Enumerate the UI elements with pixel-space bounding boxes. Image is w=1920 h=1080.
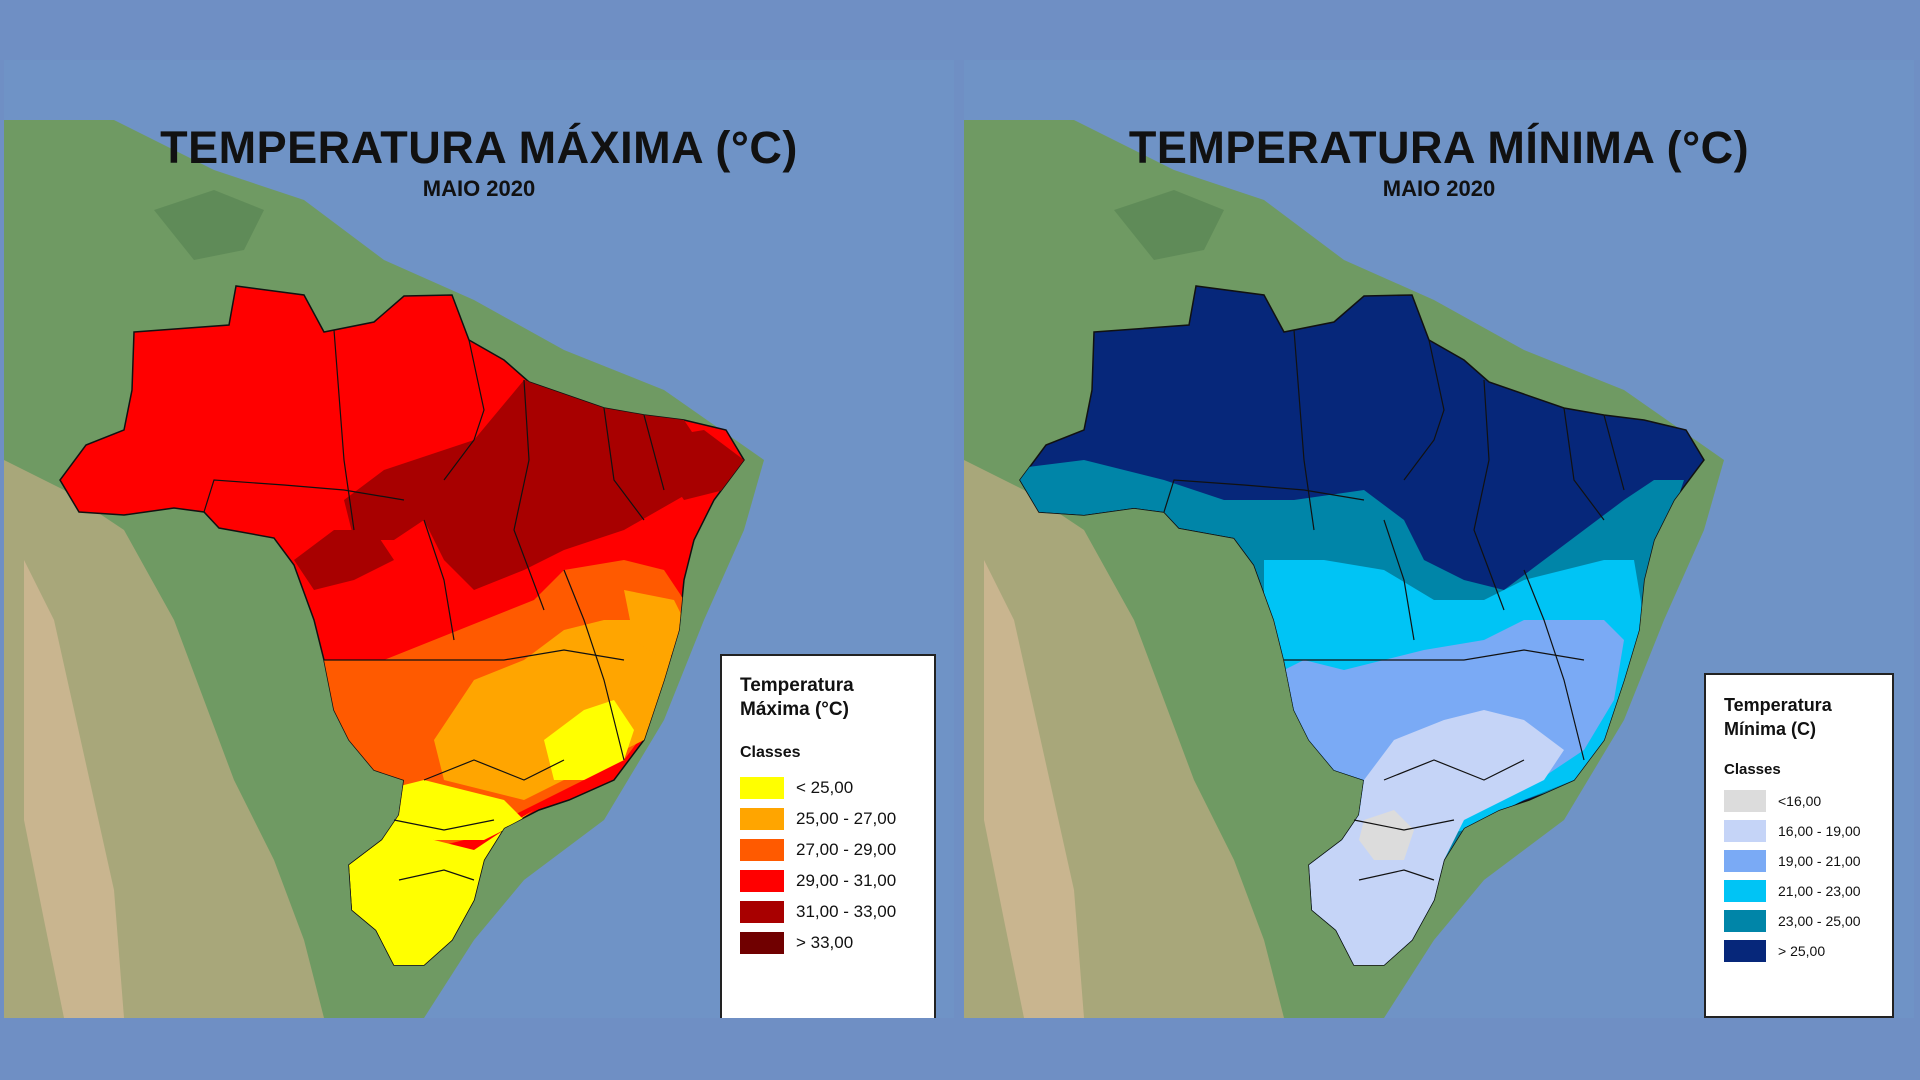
legend-item-label: 31,00 - 33,00 [796,901,897,921]
legend-item: > 33,00 [740,927,916,958]
map-subtitle: MAIO 2020 [1382,176,1496,201]
max-temperature-legend: Temperatura Máxima (°C) Classes < 25,00 … [720,654,936,1018]
legend-item: 27,00 - 29,00 [740,834,916,865]
min-temperature-map [964,120,1724,1018]
min-temperature-legend: Temperatura Mínima (C) Classes <16,00 16… [1704,673,1894,1018]
legend-swatch [1724,850,1766,872]
legend-title-line2: Máxima (°C) [740,699,849,720]
min-temperature-map-panel: TEMPERATURA MÍNIMA (°C) MAIO 2020 Temper… [964,60,1914,1018]
legend-swatch [740,807,784,830]
legend-item-label: 21,00 - 23,00 [1778,883,1861,899]
max-temperature-map [4,120,764,1018]
map-title: TEMPERATURA MÍNIMA (°C) [1128,122,1750,173]
legend-item-label: > 33,00 [796,932,854,952]
legend-swatch [1724,820,1766,842]
legend-title-line1: Temperatura [1724,695,1832,715]
map-subtitle: MAIO 2020 [422,176,536,201]
legend-item: 31,00 - 33,00 [740,896,916,927]
legend-item: <16,00 [1724,786,1874,816]
legend-swatch [740,931,784,954]
legend-item: 21,00 - 23,00 [1724,876,1874,906]
legend-swatch [740,900,784,923]
legend-item-label: < 25,00 [796,777,854,797]
legend-item-label: 23,00 - 25,00 [1778,913,1861,929]
max-temperature-map-panel: TEMPERATURA MÁXIMA (°C) MAIO 2020 Temper… [4,60,954,1018]
legend-item: 29,00 - 31,00 [740,865,916,896]
legend-item: 23,00 - 25,00 [1724,906,1874,936]
legend-item-label: > 25,00 [1778,943,1826,959]
legend-item-label: 27,00 - 29,00 [796,839,897,859]
legend-item: 25,00 - 27,00 [740,803,916,834]
legend-classes-label: Classes [740,744,801,761]
legend-item: < 25,00 [740,772,916,803]
legend-item: > 25,00 [1724,936,1874,966]
legend-item-label: 16,00 - 19,00 [1778,823,1861,839]
legend-item-label: 19,00 - 21,00 [1778,853,1861,869]
legend-item-label: <16,00 [1778,793,1822,809]
legend-title-line2: Mínima (C) [1724,719,1816,739]
legend-classes-label: Classes [1724,761,1781,778]
legend-item: 16,00 - 19,00 [1724,816,1874,846]
map-title: TEMPERATURA MÁXIMA (°C) [160,122,798,173]
legend-swatch [1724,910,1766,932]
legend-swatch [740,838,784,861]
legend-swatch [1724,790,1766,812]
legend-title-line1: Temperatura [740,675,854,696]
legend-item-label: 29,00 - 31,00 [796,870,897,890]
legend-swatch [1724,880,1766,902]
brazil-min-temperature [1019,285,1705,966]
legend-swatch [1724,940,1766,962]
legend-item: 19,00 - 21,00 [1724,846,1874,876]
legend-swatch [740,869,784,892]
legend-item-label: 25,00 - 27,00 [796,808,897,828]
legend-swatch [740,776,784,799]
